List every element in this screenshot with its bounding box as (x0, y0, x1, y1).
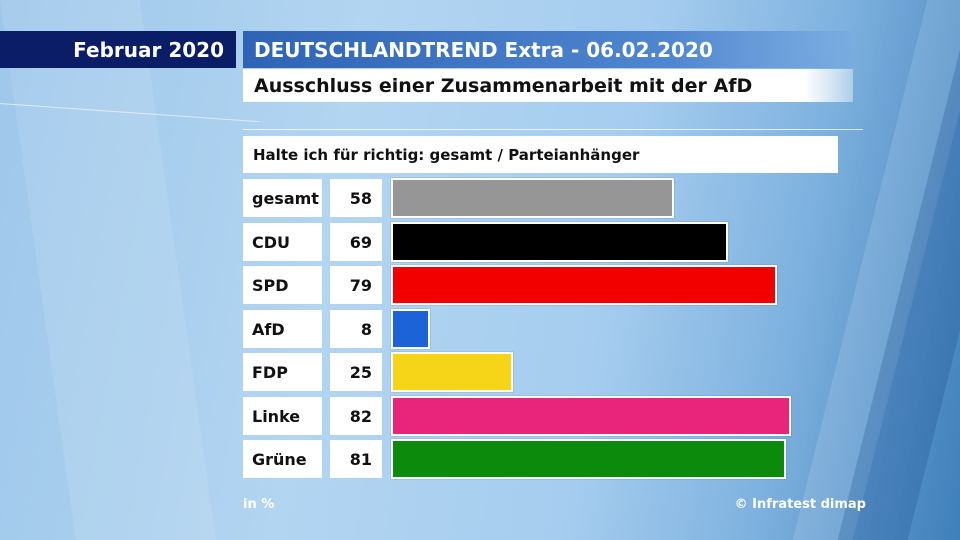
category-label: CDU (243, 223, 322, 261)
divider (243, 129, 863, 130)
bar-fdp (391, 352, 513, 392)
chart-subtitle: Ausschluss einer Zusammenarbeit mit der … (243, 69, 853, 102)
date-label: Februar 2020 (0, 31, 236, 68)
value-label: 25 (330, 353, 382, 391)
background-stripe (837, 0, 960, 540)
source-label: © Infratest dimap (734, 497, 866, 512)
category-label: gesamt (243, 179, 322, 217)
bar-cdu (391, 222, 728, 262)
bar-spd (391, 265, 777, 305)
category-label: FDP (243, 353, 322, 391)
category-label: SPD (243, 266, 322, 304)
bar-afd (391, 309, 430, 349)
value-label: 69 (330, 223, 382, 261)
unit-label: in % (243, 497, 275, 512)
bar-gesamt (391, 178, 674, 218)
category-label: Linke (243, 397, 322, 435)
question-header: Halte ich für richtig: gesamt / Parteian… (243, 136, 838, 173)
value-label: 81 (330, 440, 382, 478)
category-label: AfD (243, 310, 322, 348)
value-label: 58 (330, 179, 382, 217)
value-label: 82 (330, 397, 382, 435)
value-label: 79 (330, 266, 382, 304)
decorative-line (0, 103, 260, 123)
value-label: 8 (330, 310, 382, 348)
chart-title: DEUTSCHLANDTREND Extra - 06.02.2020 (243, 31, 853, 68)
category-label: Grüne (243, 440, 322, 478)
bar-grüne (391, 439, 786, 479)
background-stripe (0, 0, 216, 540)
bar-linke (391, 396, 791, 436)
